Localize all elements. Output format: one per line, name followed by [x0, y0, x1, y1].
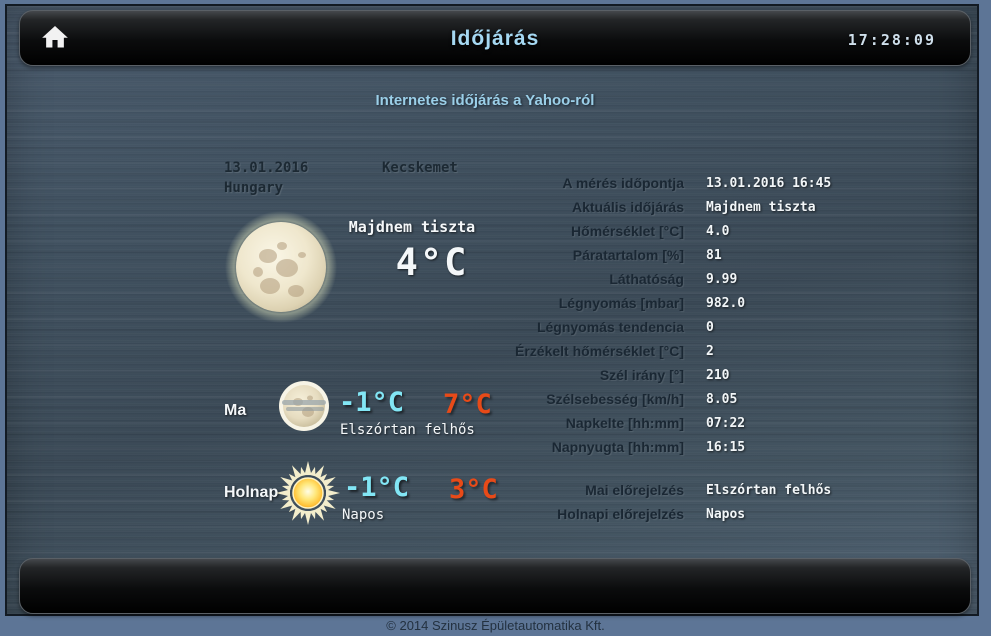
- home-icon: [40, 23, 70, 56]
- tomorrow-high-temp: 3°C: [449, 474, 498, 505]
- copyright-text: © 2014 Szinusz Épületautomatika Kft.: [386, 618, 605, 633]
- detail-label: Légnyomás [mbar]: [558, 295, 684, 311]
- detail-value: 9.99: [706, 271, 738, 287]
- cloudy-moon-icon: [276, 378, 332, 434]
- sun-icon: [273, 458, 343, 528]
- table-row: Holnapi előrejelzés Napos: [367, 502, 987, 526]
- detail-value: 81: [706, 247, 722, 263]
- detail-value: Majdnem tiszta: [706, 199, 816, 215]
- today-high-temp: 7°C: [443, 389, 492, 420]
- tomorrow-condition: Napos: [342, 507, 385, 523]
- detail-label: Érzékelt hőmérséklet [°C]: [515, 343, 684, 359]
- today-label: Ma: [224, 402, 247, 419]
- detail-label: A mérés időpontja: [562, 175, 684, 191]
- detail-label: Napnyugta [hh:mm]: [551, 439, 684, 455]
- tomorrow-label: Holnap: [224, 484, 279, 501]
- current-temperature: 4°C: [395, 241, 469, 284]
- detail-label: Szélsebesség [km/h]: [546, 391, 684, 407]
- clock-display: 17:28:09: [847, 31, 936, 49]
- table-row: Érzékelt hőmérséklet [°C] 2: [367, 339, 987, 363]
- detail-value: 07:22: [706, 415, 746, 431]
- detail-value: 8.05: [706, 391, 738, 407]
- summary-value: Elszórtan felhős: [706, 482, 832, 498]
- table-row: Napnyugta [hh:mm] 16:15: [367, 435, 987, 459]
- full-moon-icon: [224, 210, 338, 324]
- home-button[interactable]: [38, 22, 72, 56]
- detail-value: 210: [706, 367, 730, 383]
- table-row: Páratartalom [%] 81: [367, 243, 987, 267]
- table-row: Légnyomás [mbar] 982.0: [367, 291, 987, 315]
- summary-label: Holnapi előrejelzés: [557, 506, 684, 522]
- city-name: Kecskemet: [382, 160, 458, 176]
- table-row: Szél irány [°] 210: [367, 363, 987, 387]
- page-title: Időjárás: [450, 27, 540, 50]
- header-bar: Időjárás 17:28:09: [19, 10, 971, 66]
- table-row: Szélsebesség [km/h] 8.05: [367, 387, 987, 411]
- today-condition: Elszórtan felhős: [340, 422, 475, 438]
- current-date: 13.01.2016: [224, 160, 309, 176]
- country-name: Hungary: [224, 180, 284, 196]
- today-low-temp: -1°C: [339, 387, 405, 418]
- detail-label: Páratartalom [%]: [572, 247, 684, 263]
- table-row: Láthatóság 9.99: [367, 267, 987, 291]
- detail-value: 982.0: [706, 295, 746, 311]
- detail-label: Aktuális időjárás: [571, 199, 684, 215]
- detail-value: 0: [706, 319, 714, 335]
- table-row: Hőmérséklet [°C] 4.0: [367, 219, 987, 243]
- table-row: Napkelte [hh:mm] 07:22: [367, 411, 987, 435]
- bottom-status-bar: [19, 558, 971, 614]
- weather-details-table: A mérés időpontja 13.01.2016 16:45 Aktuá…: [367, 171, 987, 459]
- tomorrow-low-temp: -1°C: [344, 472, 410, 503]
- detail-label: Láthatóság: [609, 271, 684, 287]
- detail-label: Napkelte [hh:mm]: [565, 415, 684, 431]
- detail-value: 2: [706, 343, 714, 359]
- table-row: Légnyomás tendencia 0: [367, 315, 987, 339]
- table-row: A mérés időpontja 13.01.2016 16:45: [367, 171, 987, 195]
- detail-value: 13.01.2016 16:45: [706, 175, 832, 191]
- weather-panel: Időjárás 17:28:09 Internetes időjárás a …: [5, 4, 979, 616]
- summary-label: Mai előrejelzés: [585, 482, 684, 498]
- detail-value: 4.0: [706, 223, 730, 239]
- detail-label: Szél irány [°]: [599, 367, 684, 383]
- forecast-summary-table: Mai előrejelzés Elszórtan felhős Holnapi…: [367, 478, 987, 526]
- detail-label: Légnyomás tendencia: [536, 319, 684, 335]
- subtitle: Internetes időjárás a Yahoo-ról: [375, 92, 595, 109]
- detail-value: 16:15: [706, 439, 746, 455]
- detail-label: Hőmérséklet [°C]: [571, 223, 684, 239]
- summary-value: Napos: [706, 506, 746, 522]
- table-row: Aktuális időjárás Majdnem tiszta: [367, 195, 987, 219]
- table-row: Mai előrejelzés Elszórtan felhős: [367, 478, 987, 502]
- current-condition: Majdnem tiszta: [348, 218, 476, 236]
